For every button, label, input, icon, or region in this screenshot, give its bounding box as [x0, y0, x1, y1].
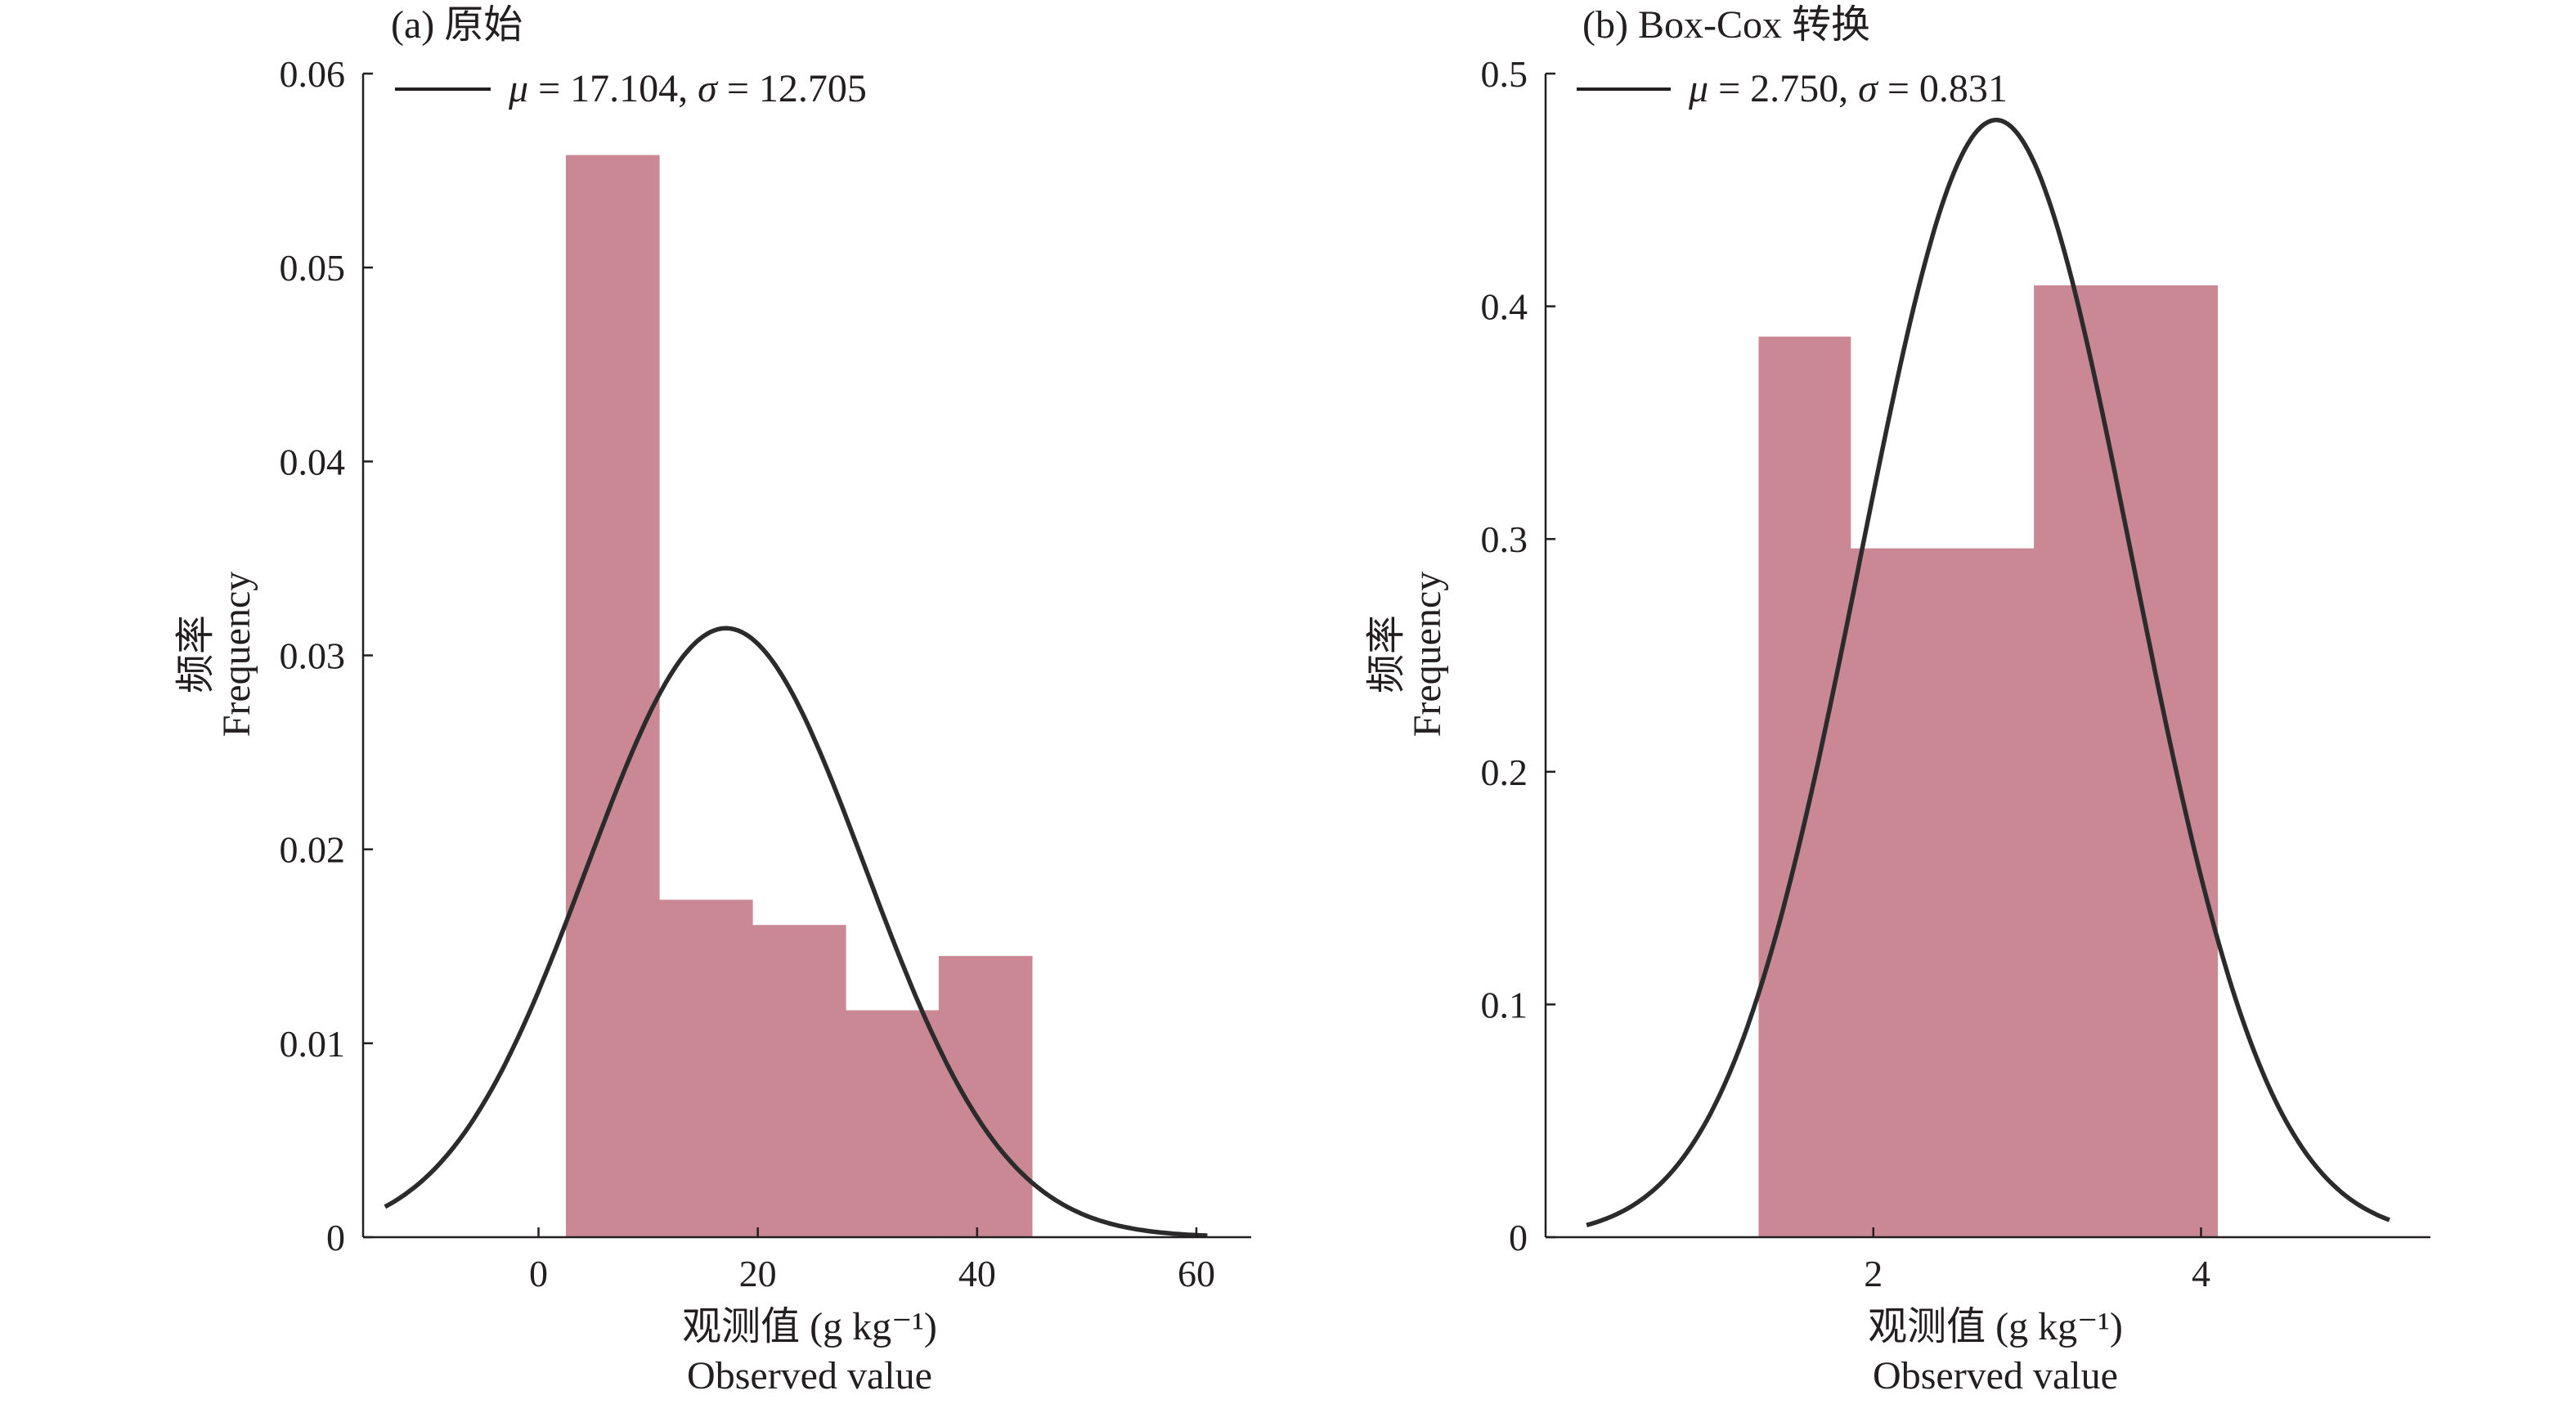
panel-a-y-tick-label-2: 0.01 [280, 1023, 346, 1065]
panel-b-x-tick-label-2: 4 [2192, 1253, 2210, 1294]
panel-a-histogram-bar-1 [566, 155, 660, 1238]
panel-a-original: (a) 原始 0 0.01 0.02 0.03 0.04 0.05 0.06 0 20 40 60… [174, 3, 1251, 1397]
panel-b-x-tick-label-1: 2 [1864, 1253, 1883, 1294]
panel-a-x-tick-label-3: 40 [958, 1253, 996, 1294]
panel-b-y-label-cn-group: 频率 [1365, 615, 1408, 693]
panel-a-x-label-en: Observed value [687, 1354, 932, 1397]
panel-a-y-tick-label-3: 0.02 [280, 829, 346, 871]
panel-a-histogram-bar-3 [752, 925, 846, 1237]
panel-a-legend-sigma-value: = 12.705 [717, 67, 867, 110]
panel-a-y-tick-label-7: 0.06 [280, 53, 346, 95]
panel-b-histogram-bar-2 [1850, 548, 2035, 1237]
panel-b-y-tick-label-5: 0.4 [1481, 286, 1528, 328]
panel-a-x-tick-label-1: 0 [529, 1253, 548, 1294]
panel-a-histogram-bar-2 [659, 899, 753, 1237]
panel-a-legend-text: μ = 17.104, σ = 12.705 [508, 67, 867, 110]
panel-a-legend-mu-value: = 17.104, [528, 67, 698, 110]
panel-b-y-ticks: 0 0.1 0.2 0.3 0.4 0.5 [1481, 53, 1555, 1258]
panel-a-title: (a) 原始 [391, 3, 523, 47]
panel-b-legend-mu-value: = 2.750, [1708, 67, 1858, 110]
panel-b-y-label-en-group: Frequency [1406, 572, 1449, 738]
panel-a-y-label-en-group: Frequency [215, 572, 258, 738]
panel-a-y-tick-label-1: 0 [326, 1217, 345, 1258]
panel-a-bars [566, 155, 1033, 1238]
panel-a-x-tick-label-2: 20 [739, 1253, 777, 1294]
panel-a-y-tick-label-4: 0.03 [280, 635, 346, 677]
panel-a-histogram-bar-4 [845, 1010, 940, 1237]
panel-b-bars [1758, 285, 2219, 1238]
panel-a-y-ticks: 0 0.01 0.02 0.03 0.04 0.05 0.06 [280, 53, 373, 1258]
panel-b-legend-sigma-value: = 0.831 [1878, 67, 2008, 110]
panel-a-x-label-cn: 观测值 (g kg⁻¹) [682, 1305, 937, 1348]
panel-b-y-label-en: Frequency [1406, 572, 1449, 738]
panel-b-y-label-cn: 频率 [1365, 615, 1408, 693]
panel-a-legend-mu: μ [508, 67, 528, 110]
panel-a-x-ticks: 0 20 40 60 [529, 1227, 1215, 1294]
panel-b-normal-fit-curve [1586, 118, 2390, 1227]
panel-a-x-tick-label-4: 60 [1178, 1253, 1215, 1294]
panel-a-y-tick-label-5: 0.04 [280, 441, 346, 482]
panel-a-y-label-en: Frequency [215, 572, 258, 738]
panel-a-legend-sigma: σ [698, 67, 719, 110]
panel-b-legend-sigma: σ [1858, 67, 1879, 110]
panel-a-normal-fit-curve [384, 626, 1208, 1238]
panel-b-legend: μ = 2.750, σ = 0.831 [1577, 67, 2008, 110]
panel-b-x-label-en: Observed value [1873, 1354, 2118, 1397]
panel-a-histogram-bar-5 [938, 956, 1033, 1237]
panel-a-y-tick-label-6: 0.05 [280, 247, 346, 289]
panel-a-y-label-cn-group: 频率 [174, 615, 218, 693]
panel-b-y-tick-label-2: 0.1 [1481, 984, 1528, 1025]
panel-b-y-tick-label-6: 0.5 [1481, 53, 1528, 95]
panel-b-histogram-bar-1 [1758, 336, 1851, 1238]
panel-a-legend: μ = 17.104, σ = 12.705 [395, 67, 867, 110]
panel-a-y-label-cn: 频率 [174, 615, 218, 693]
panel-b-y-tick-label-3: 0.2 [1481, 751, 1528, 793]
panel-b-histogram-bar-3 [2034, 285, 2219, 1237]
panel-b-y-tick-label-4: 0.3 [1481, 518, 1528, 560]
panel-b-legend-mu: μ [1688, 67, 1708, 110]
panel-b-legend-text: μ = 2.750, σ = 0.831 [1688, 67, 2008, 110]
panel-b-x-label-cn: 观测值 (g kg⁻¹) [1868, 1305, 2123, 1348]
panel-b-y-tick-label-1: 0 [1509, 1217, 1528, 1258]
panel-b-title: (b) Box-Cox 转换 [1582, 3, 1870, 47]
